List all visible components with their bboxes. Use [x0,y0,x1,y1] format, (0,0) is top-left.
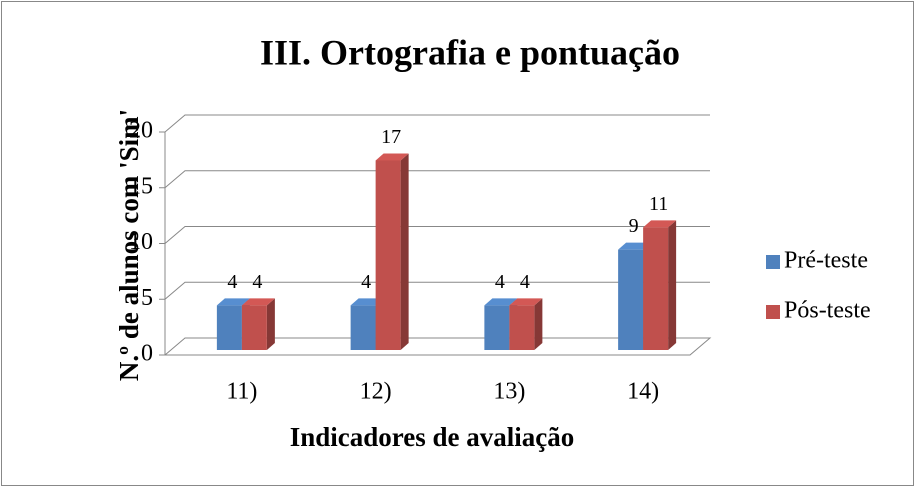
x-tick-label: 11) [226,379,257,405]
bar [484,305,510,350]
grid-line [164,281,710,300]
data-label: 4 [495,271,505,293]
legend-swatch [766,255,780,269]
bar-side [266,298,275,350]
x-tick-label: 12) [360,379,392,405]
bar [216,305,242,350]
bar [509,305,535,350]
bar [375,160,401,350]
data-label: 4 [361,271,371,293]
bar [618,249,644,350]
bar-side [534,298,543,350]
legend-label: Pré-teste [784,248,868,274]
y-tick-label: 10 [129,229,153,255]
y-tick-label: 20 [129,118,153,144]
bar-top [241,298,275,306]
data-label: 4 [520,271,530,293]
bar-top [484,298,518,306]
legend-swatch [766,305,780,319]
bar-top [216,298,250,306]
bar-top [350,298,384,306]
grid-line [164,226,710,244]
bar [350,305,376,350]
bar-side [668,220,677,350]
bar-side [400,153,409,350]
data-label: 4 [252,271,262,293]
bar-top [375,153,409,161]
legend-label: Pós-teste [784,298,871,324]
bar [241,305,267,350]
bar [643,227,669,350]
floor [163,337,712,356]
bar-top [643,220,677,228]
data-label: 9 [629,215,639,237]
grid-line [164,114,710,133]
x-axis-label: Indicadores de avaliação [290,422,575,452]
bar-top [509,298,543,306]
chart-title: III. Ortografia e pontuação [260,32,680,72]
data-label: 4 [227,271,237,293]
data-label: 17 [381,126,401,148]
y-tick-label: 15 [129,173,153,199]
y-axis-label: N.º de alunos com 'Sim' [114,109,144,381]
data-label: 11 [649,193,668,215]
bar-top [618,242,652,250]
y-tick-label: 5 [141,285,153,311]
x-tick-label: 13) [493,379,525,405]
x-tick-label: 14) [627,379,659,405]
grid-line [164,170,710,189]
y-tick-label: 0 [141,341,153,367]
